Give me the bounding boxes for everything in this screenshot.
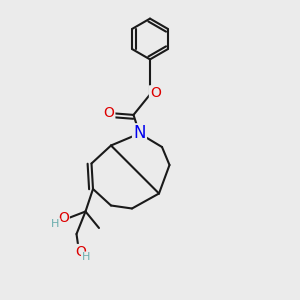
- Text: O: O: [75, 245, 86, 259]
- Text: O: O: [150, 86, 161, 100]
- Text: O: O: [103, 106, 114, 120]
- Text: O: O: [58, 212, 69, 225]
- Text: H: H: [51, 219, 60, 229]
- Text: H: H: [82, 252, 90, 262]
- Text: N: N: [133, 124, 146, 142]
